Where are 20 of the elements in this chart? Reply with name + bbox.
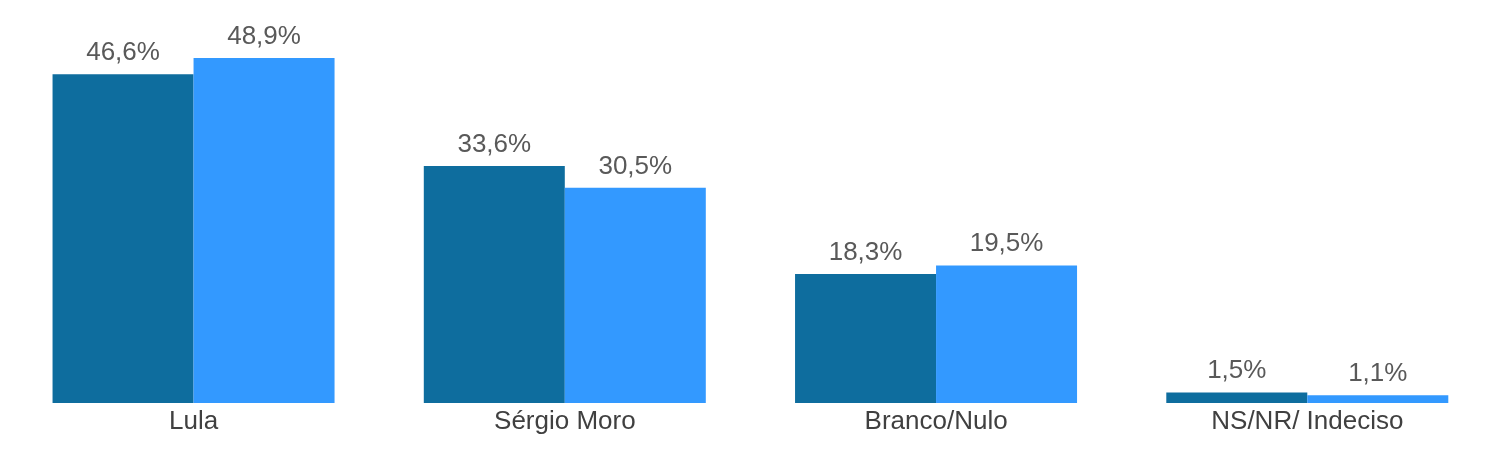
bar: [1166, 392, 1308, 403]
bar: [795, 273, 937, 403]
data-label: 30,5%: [598, 149, 673, 180]
data-label: 48,9%: [227, 20, 301, 50]
data-label: 18,3%: [828, 235, 903, 266]
bar: [936, 265, 1078, 403]
bar: [1307, 395, 1449, 403]
data-label: 46,6%: [86, 36, 160, 67]
bar: [564, 187, 706, 403]
x-tick-label: Branco/Nulo: [864, 405, 1008, 436]
bar: [423, 165, 565, 403]
bar: [52, 74, 194, 403]
data-label: 1,1%: [1348, 357, 1408, 388]
bar: [193, 58, 335, 403]
data-label: 1,5%: [1207, 354, 1267, 385]
data-label: 19,5%: [969, 227, 1044, 258]
data-label: 33,6%: [457, 127, 532, 158]
x-tick-label: Sérgio Moro: [494, 405, 636, 436]
x-tick-label: Lula: [169, 405, 219, 436]
x-tick-label: NS/NR/ Indeciso: [1211, 405, 1404, 436]
